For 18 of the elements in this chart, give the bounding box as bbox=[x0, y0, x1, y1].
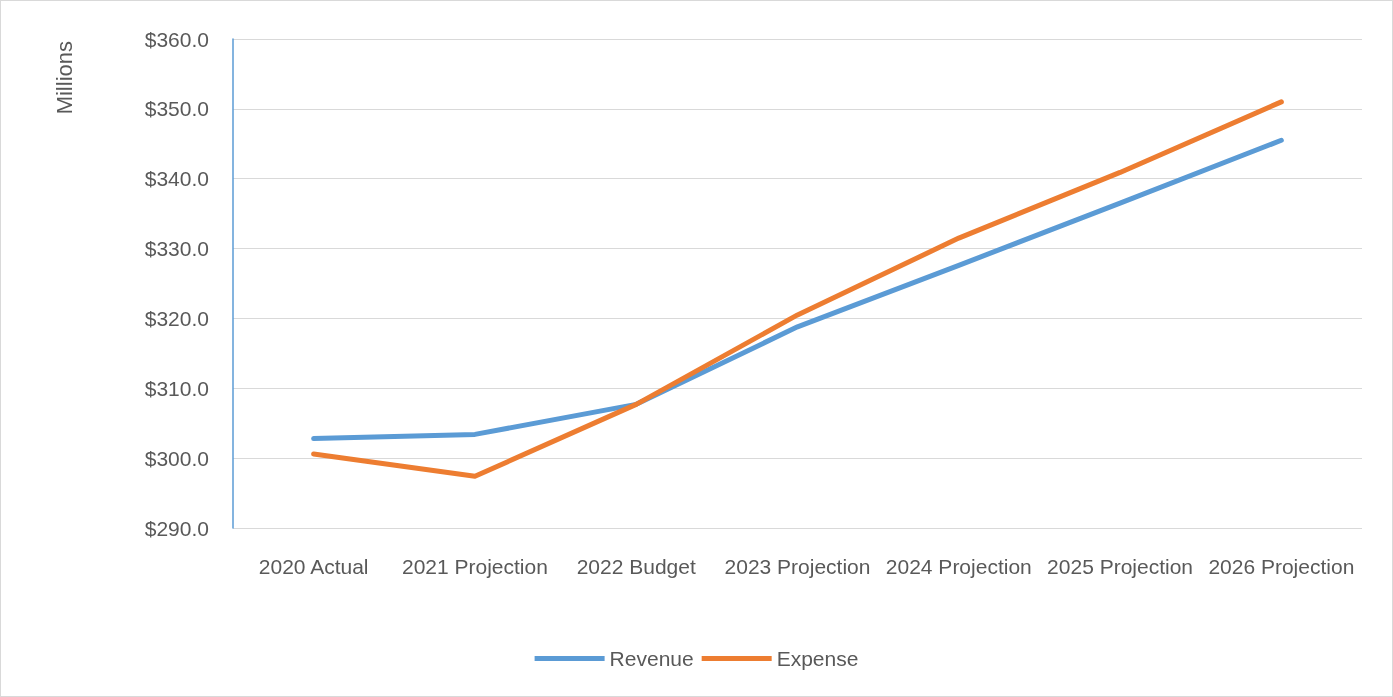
y-tick-label: $310.0 bbox=[144, 376, 209, 400]
x-tick-label: 2026 Projection bbox=[1208, 554, 1355, 578]
x-tick-label: 2020 Actual bbox=[258, 554, 369, 578]
y-tick-label: $300.0 bbox=[144, 446, 209, 470]
x-tick-label: 2023 Projection bbox=[724, 554, 871, 578]
y-tick-label: $330.0 bbox=[144, 237, 209, 261]
y-tick-label: $350.0 bbox=[144, 97, 209, 121]
y-tick-label: $320.0 bbox=[144, 306, 209, 330]
y-tick-label: $290.0 bbox=[144, 516, 209, 540]
x-tick-label: 2021 Projection bbox=[401, 554, 548, 578]
y-axis-title: Millions bbox=[51, 40, 77, 115]
legend-label: Expense bbox=[776, 647, 859, 670]
x-tick-label: 2024 Projection bbox=[885, 554, 1032, 578]
legend-label: Revenue bbox=[609, 647, 694, 670]
y-tick-label: $360.0 bbox=[144, 27, 209, 51]
x-tick-label: 2025 Projection bbox=[1047, 554, 1194, 578]
x-tick-label: 2022 Budget bbox=[576, 554, 696, 578]
y-tick-label: $340.0 bbox=[144, 167, 209, 191]
